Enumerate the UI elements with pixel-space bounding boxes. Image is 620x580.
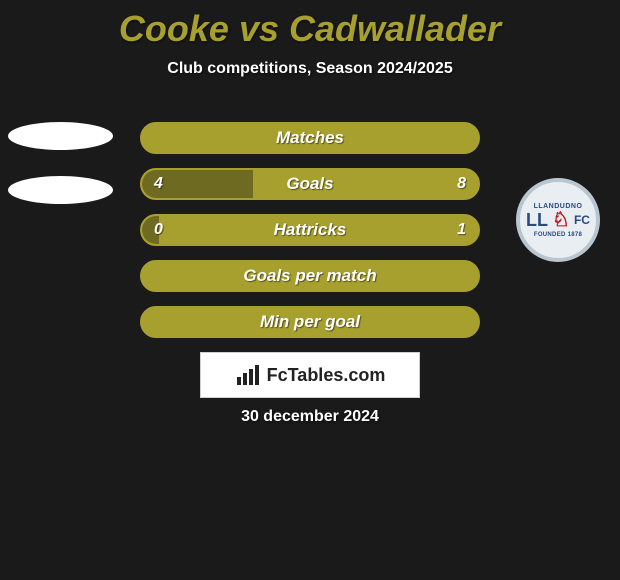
crest-bottom-text: FOUNDED 1878 bbox=[534, 232, 582, 238]
brand-box[interactable]: FcTables.com bbox=[200, 352, 420, 398]
club-crest: LLANDUDNO LL ♘ FC FOUNDED 1878 bbox=[516, 178, 600, 262]
crest-initials: LL bbox=[526, 211, 548, 229]
page-subtitle: Club competitions, Season 2024/2025 bbox=[0, 60, 620, 78]
bar-value-left: 0 bbox=[154, 221, 163, 239]
stat-bar-matches: Matches bbox=[140, 122, 480, 154]
bar-label: Min per goal bbox=[260, 312, 360, 332]
bar-label: Matches bbox=[276, 128, 344, 148]
bar-value-right: 8 bbox=[457, 175, 466, 193]
crest-side: FC bbox=[574, 214, 590, 226]
left-player-placeholders bbox=[8, 122, 113, 230]
bar-label: Goals per match bbox=[243, 266, 376, 286]
bar-label: Goals bbox=[286, 174, 333, 194]
stat-bar-hattricks: Hattricks 0 1 bbox=[140, 214, 480, 246]
stat-bars: Matches Goals 4 8 Hattricks 0 1 Goals per match… bbox=[140, 122, 480, 352]
player1-photo-placeholder bbox=[8, 122, 113, 150]
page-title: Cooke vs Cadwallader bbox=[0, 0, 620, 50]
player1-club-placeholder bbox=[8, 176, 113, 204]
dragon-icon: ♘ bbox=[552, 210, 570, 230]
bar-chart-icon bbox=[235, 365, 261, 385]
stat-bar-goals: Goals 4 8 bbox=[140, 168, 480, 200]
stat-bar-goals-per-match: Goals per match bbox=[140, 260, 480, 292]
bar-value-right: 1 bbox=[457, 221, 466, 239]
stat-bar-min-per-goal: Min per goal bbox=[140, 306, 480, 338]
bar-value-left: 4 bbox=[154, 175, 163, 193]
date-text: 30 december 2024 bbox=[0, 408, 620, 426]
crest-inner: LL ♘ FC bbox=[526, 210, 590, 230]
brand-text: FcTables.com bbox=[267, 365, 386, 386]
bar-label: Hattricks bbox=[274, 220, 347, 240]
